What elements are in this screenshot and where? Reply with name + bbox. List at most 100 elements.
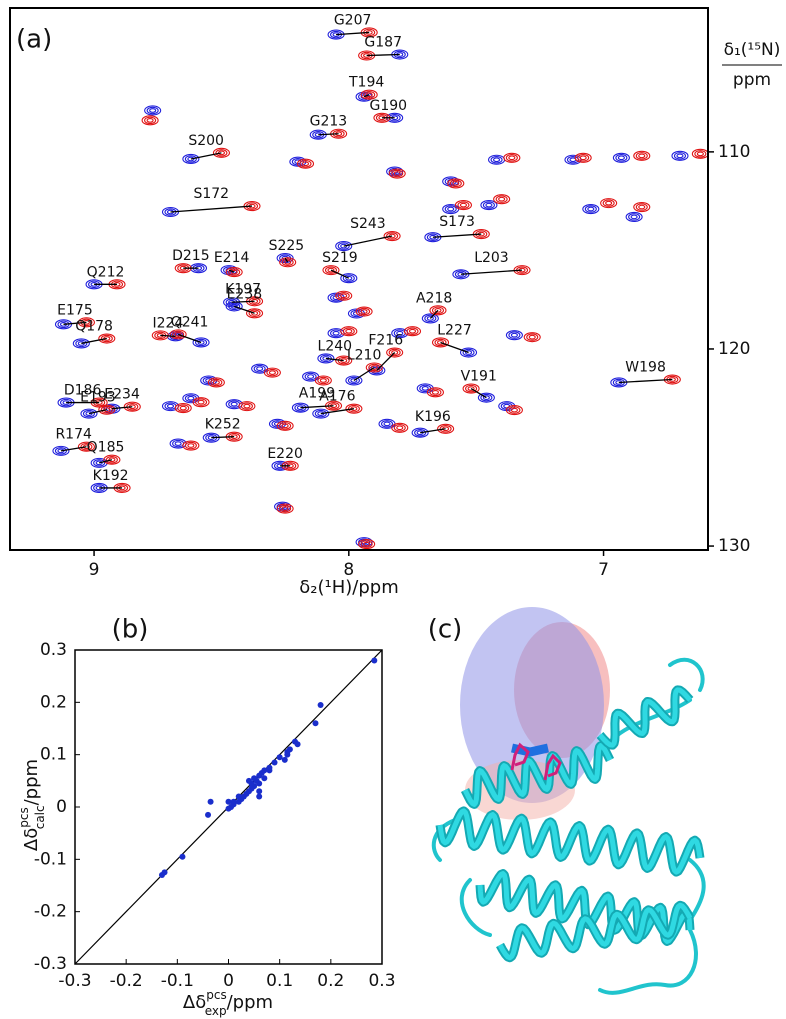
shift-line bbox=[440, 341, 469, 354]
contour bbox=[388, 348, 401, 357]
contour bbox=[146, 106, 159, 115]
shift-line bbox=[88, 409, 107, 415]
y-tick-label: -0.2 bbox=[34, 902, 67, 922]
contour bbox=[220, 265, 238, 276]
peak-label: A199 bbox=[299, 386, 335, 402]
x-tick-label: -0.1 bbox=[161, 971, 194, 991]
contour bbox=[197, 340, 205, 345]
protein-structure bbox=[431, 607, 706, 995]
contour bbox=[98, 333, 116, 344]
contour bbox=[444, 205, 457, 213]
contour bbox=[625, 211, 643, 222]
y-tick-label: 0.3 bbox=[40, 640, 67, 660]
shift-line bbox=[330, 269, 350, 279]
peak bbox=[207, 377, 225, 388]
contour bbox=[579, 155, 587, 161]
contour bbox=[256, 366, 264, 372]
contour bbox=[467, 386, 475, 391]
x-axis-label: δ₂(¹H)/ppm bbox=[299, 577, 398, 598]
contour bbox=[100, 405, 113, 414]
panel-label: (c) bbox=[428, 615, 463, 645]
contour bbox=[462, 348, 475, 357]
shift-line bbox=[343, 235, 393, 247]
peak bbox=[633, 150, 651, 161]
peak bbox=[391, 422, 409, 433]
shift-line bbox=[429, 309, 439, 319]
contour bbox=[694, 150, 707, 158]
peak bbox=[322, 265, 340, 276]
peak-label: E234 bbox=[104, 387, 140, 403]
contour bbox=[465, 384, 478, 393]
side-chain bbox=[543, 753, 562, 781]
peak-label: Q185 bbox=[87, 440, 125, 456]
contour bbox=[93, 459, 106, 467]
contour bbox=[630, 214, 638, 220]
contour bbox=[388, 168, 406, 179]
peak bbox=[345, 375, 363, 386]
point bbox=[281, 756, 288, 763]
shift-line bbox=[81, 337, 107, 345]
contour bbox=[503, 152, 521, 163]
contour bbox=[184, 155, 197, 163]
contour bbox=[393, 424, 406, 432]
contour bbox=[485, 202, 493, 208]
contour bbox=[347, 376, 360, 385]
peak bbox=[358, 539, 376, 550]
plot-frame bbox=[9, 7, 709, 551]
shift-line bbox=[336, 31, 370, 36]
contour bbox=[635, 152, 648, 160]
contour bbox=[429, 305, 447, 316]
contour bbox=[243, 403, 251, 409]
peak bbox=[355, 306, 373, 317]
contour bbox=[345, 328, 353, 334]
peak bbox=[426, 387, 444, 398]
contour bbox=[337, 242, 350, 250]
shift-line bbox=[211, 436, 235, 439]
contour bbox=[393, 171, 401, 176]
contour bbox=[279, 422, 292, 430]
isosurface-blue bbox=[460, 607, 604, 803]
peak bbox=[633, 202, 651, 213]
contour bbox=[149, 108, 157, 113]
peak-label: K197 bbox=[225, 281, 261, 297]
contour bbox=[75, 339, 88, 348]
peak bbox=[493, 194, 511, 205]
contour bbox=[327, 267, 335, 273]
contour bbox=[141, 115, 159, 126]
peak-label: T194 bbox=[348, 75, 384, 91]
point bbox=[158, 872, 165, 879]
point bbox=[261, 775, 268, 782]
y-tick-label: 120 bbox=[718, 339, 750, 359]
x-tick-label: 0.1 bbox=[266, 971, 293, 991]
peak bbox=[335, 241, 353, 252]
contour bbox=[246, 308, 264, 319]
contour bbox=[447, 178, 465, 189]
contour bbox=[182, 153, 200, 165]
contour bbox=[396, 330, 404, 336]
point bbox=[317, 701, 324, 708]
peak-label: Q212 bbox=[87, 264, 125, 280]
shift-line bbox=[420, 428, 446, 434]
contour bbox=[276, 420, 294, 431]
x-tick-label: 0.3 bbox=[368, 971, 395, 991]
contour bbox=[345, 375, 363, 386]
contour bbox=[355, 306, 373, 317]
peak bbox=[225, 267, 243, 278]
contour bbox=[442, 176, 460, 187]
label-unit: /ppm bbox=[227, 992, 273, 1013]
contour bbox=[437, 423, 455, 434]
contour bbox=[380, 420, 394, 428]
contour bbox=[317, 376, 330, 385]
contour bbox=[403, 326, 422, 337]
shift-line bbox=[353, 366, 375, 382]
contour bbox=[195, 338, 208, 347]
contour bbox=[146, 117, 154, 123]
contour bbox=[391, 350, 399, 355]
contour bbox=[482, 201, 495, 209]
peak-label: L203 bbox=[474, 250, 509, 266]
peak bbox=[279, 257, 297, 268]
y-axis-label: δ₁(¹⁵N) bbox=[724, 40, 781, 60]
contour bbox=[434, 338, 447, 347]
